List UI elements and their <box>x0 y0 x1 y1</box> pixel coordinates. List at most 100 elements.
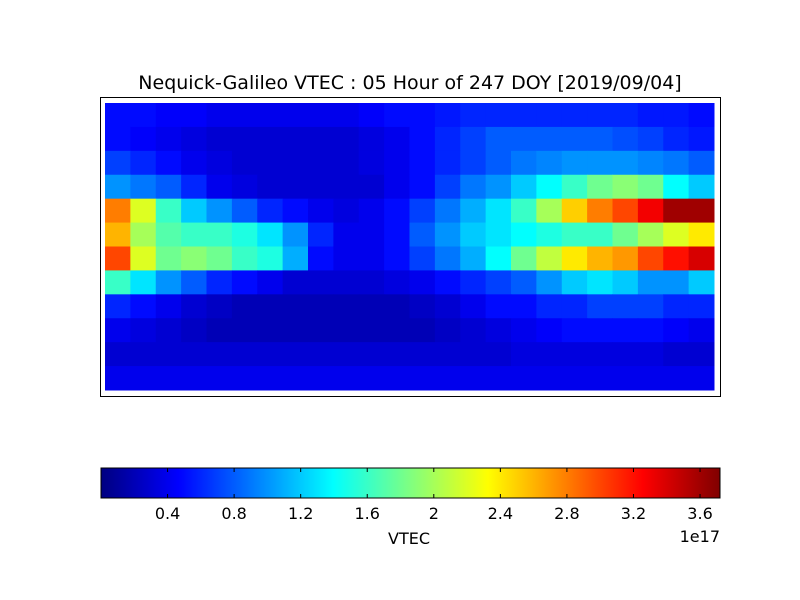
heat-cell <box>612 294 639 319</box>
heat-cell <box>612 198 639 224</box>
heat-cell <box>485 342 512 367</box>
heat-cell <box>612 318 639 343</box>
tick-label: 2.8 <box>554 504 579 523</box>
heat-cell <box>536 174 563 200</box>
heat-cell <box>155 222 182 247</box>
heat-cell <box>561 246 588 271</box>
heat-cell <box>257 318 284 343</box>
heat-cell <box>587 294 613 319</box>
heat-cell <box>105 174 131 200</box>
heat-cell <box>637 246 664 271</box>
heat-cell <box>155 150 182 176</box>
heat-cell <box>358 294 385 319</box>
heat-cell <box>511 246 537 271</box>
heat-cell <box>663 294 690 319</box>
heat-cell <box>181 103 207 128</box>
tick-label: 1.6 <box>355 504 380 523</box>
heat-cell <box>358 366 385 391</box>
heat-cell <box>282 318 309 343</box>
heat-cell <box>333 103 360 128</box>
heat-cell <box>663 318 690 343</box>
heat-cell <box>105 318 131 343</box>
heat-cell <box>612 270 639 295</box>
heat-cell <box>587 222 613 247</box>
heat-cell <box>308 103 334 128</box>
heat-cell <box>511 126 537 152</box>
heat-cell <box>434 198 461 224</box>
heat-cell <box>130 294 157 319</box>
heat-cell <box>663 270 690 295</box>
heat-cell <box>231 174 258 200</box>
heat-cell <box>155 366 182 391</box>
heat-cell <box>130 222 157 247</box>
colorbar-fill <box>100 467 721 499</box>
heat-cell <box>536 270 563 295</box>
heat-cell <box>130 126 157 152</box>
heat-cell <box>536 222 563 247</box>
heat-cell <box>688 174 715 200</box>
heat-cell <box>384 294 410 319</box>
heat-cell <box>333 270 360 295</box>
heat-cell <box>181 318 207 343</box>
heat-cell <box>434 103 461 128</box>
heat-cell <box>206 103 233 128</box>
heat-cell <box>511 174 537 200</box>
heat-cell <box>155 246 182 271</box>
heat-cell <box>105 294 131 319</box>
heat-cell <box>181 150 207 176</box>
heat-cell <box>688 150 715 176</box>
heat-cell <box>206 198 233 224</box>
heat-cell <box>181 294 207 319</box>
heat-cell <box>308 318 334 343</box>
heat-cell <box>358 246 385 271</box>
heat-cell <box>485 318 512 343</box>
heat-cell <box>612 126 639 152</box>
heat-cell <box>663 174 690 200</box>
heat-cell <box>257 222 284 247</box>
heat-cell <box>409 103 436 128</box>
heat-cell <box>561 342 588 367</box>
heat-cell <box>511 198 537 224</box>
heat-cell <box>587 103 613 128</box>
heat-cell <box>105 342 131 367</box>
heat-cell <box>587 270 613 295</box>
heat-cell <box>536 150 563 176</box>
heat-cell <box>257 294 284 319</box>
heat-cell <box>206 294 233 319</box>
heat-cell <box>130 318 157 343</box>
heat-cell <box>561 318 588 343</box>
heat-cell <box>409 126 436 152</box>
heat-cell <box>460 198 487 224</box>
heat-cell <box>587 198 613 224</box>
heat-cell <box>663 246 690 271</box>
heat-cell <box>485 198 512 224</box>
heat-cell <box>688 294 715 319</box>
chart-title: Nequick-Galileo VTEC : 05 Hour of 247 DO… <box>138 72 681 94</box>
heat-cell <box>460 222 487 247</box>
heat-cell <box>663 103 690 128</box>
heat-cell <box>105 103 131 128</box>
heat-cell <box>663 342 690 367</box>
heat-cell <box>333 198 360 224</box>
heat-cell <box>637 126 664 152</box>
heat-cell <box>282 198 309 224</box>
heat-cell <box>181 246 207 271</box>
heat-cell <box>612 366 639 391</box>
heat-cell <box>434 246 461 271</box>
heat-cell <box>536 103 563 128</box>
heat-cell <box>206 246 233 271</box>
heat-cell <box>155 126 182 152</box>
heat-cell <box>434 150 461 176</box>
heat-cell <box>384 342 410 367</box>
heat-cell <box>536 342 563 367</box>
tick-label: 0.4 <box>155 504 180 523</box>
heat-cell <box>384 174 410 200</box>
heat-cell <box>536 198 563 224</box>
heat-cell <box>561 366 588 391</box>
heat-cell <box>485 222 512 247</box>
heat-cell <box>130 198 157 224</box>
heat-cell <box>308 150 334 176</box>
colorbar: 0.4 0.8 1.2 1.6 2 2.4 2.8 3.2 3.6 <box>100 467 721 523</box>
heat-cell <box>231 246 258 271</box>
heat-cell <box>206 270 233 295</box>
